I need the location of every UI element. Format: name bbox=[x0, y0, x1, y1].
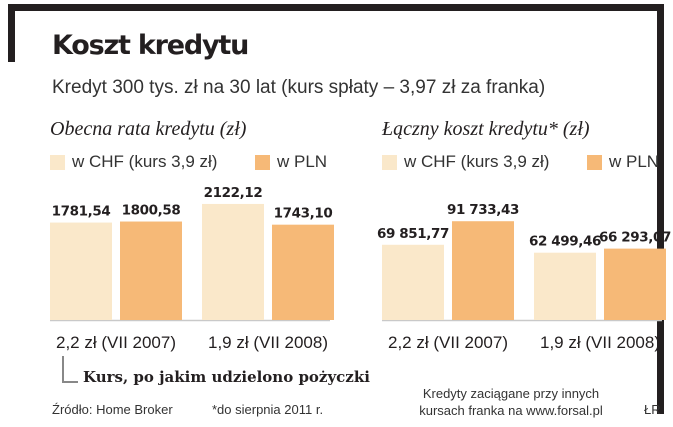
bar-chf-1 bbox=[50, 222, 112, 320]
category-note: Kurs, po jakim udzielono pożyczki bbox=[83, 368, 370, 386]
more-info-note: Kredyty zaciągane przy innych kursach fr… bbox=[396, 385, 626, 419]
legend-item-pln: w PLN bbox=[255, 151, 327, 173]
legend-label-chf: w CHF (kurs 3,9 zł) bbox=[72, 152, 218, 171]
footnote: *do sierpnia 2011 r. bbox=[212, 402, 324, 417]
bar-pln-1 bbox=[120, 221, 182, 320]
chart-plot-area: 69 851,77 91 733,43 2,2 zł (VII 2007) 62 49… bbox=[377, 180, 671, 352]
legend-swatch-chf bbox=[382, 154, 397, 170]
frame-right-rule bbox=[657, 4, 664, 414]
category-label-2: 1,9 zł (VII 2008) bbox=[208, 333, 328, 352]
value-label: 2122,12 bbox=[204, 185, 263, 201]
more-info-line-2: kursach franka na www.forsal.pl bbox=[419, 403, 603, 418]
legend-swatch-pln bbox=[587, 154, 602, 170]
value-label: 91 733,43 bbox=[447, 202, 519, 218]
bar-pln-2 bbox=[272, 224, 334, 320]
more-info-line-1: Kredyty zaciągane przy innych bbox=[422, 386, 600, 401]
bar-pln-1 bbox=[452, 221, 514, 320]
bar-chart-svg: 1781,54 1800,58 2,2 zł (VII 2007) 2122,12 17… bbox=[50, 185, 334, 352]
frame-top-rule bbox=[8, 4, 664, 11]
category-label-2: 1,9 zł (VII 2008) bbox=[540, 333, 660, 352]
value-label: 66 293,07 bbox=[599, 230, 671, 246]
chart-plot-area: 1781,54 1800,58 2,2 zł (VII 2007) 2122,12 17… bbox=[50, 180, 334, 352]
chart-title: Obecna rata kredytu (zł) bbox=[50, 118, 247, 140]
value-label: 1743,10 bbox=[274, 206, 333, 222]
bar-pln-2 bbox=[604, 248, 666, 320]
page-title: Koszt kredytu bbox=[52, 30, 249, 61]
chart-title: Łączny koszt kredytu* (zł) bbox=[382, 118, 590, 140]
source-note: Źródło: Home Broker bbox=[52, 402, 173, 417]
value-label: 62 499,46 bbox=[529, 234, 601, 250]
bar-chf-2 bbox=[202, 203, 264, 320]
author-credit: ŁR bbox=[644, 402, 661, 417]
legend-label-pln: w PLN bbox=[609, 152, 660, 171]
legend-item-pln: w PLN bbox=[587, 151, 659, 173]
bar-chart-svg: 69 851,77 91 733,43 2,2 zł (VII 2007) 62 49… bbox=[377, 202, 671, 352]
value-label: 1800,58 bbox=[122, 203, 181, 219]
bar-chf-2 bbox=[534, 252, 596, 320]
category-label-1: 2,2 zł (VII 2007) bbox=[56, 333, 176, 352]
frame-left-rule bbox=[8, 4, 15, 62]
category-label-1: 2,2 zł (VII 2007) bbox=[388, 333, 508, 352]
value-label: 1781,54 bbox=[52, 204, 111, 220]
chart-total-cost: Łączny koszt kredytu* (zł) w CHF (kurs 3… bbox=[377, 118, 672, 363]
legend-swatch-chf bbox=[50, 154, 65, 170]
legend-label-chf: w CHF (kurs 3,9 zł) bbox=[404, 152, 550, 171]
legend-swatch-pln bbox=[255, 154, 270, 170]
legend-item-chf: w CHF (kurs 3,9 zł) bbox=[382, 151, 549, 173]
bar-chf-1 bbox=[382, 244, 444, 320]
legend-item-chf: w CHF (kurs 3,9 zł) bbox=[50, 151, 217, 173]
legend-label-pln: w PLN bbox=[277, 152, 328, 171]
page-subtitle: Kredyt 300 tys. zł na 30 lat (kurs spłat… bbox=[52, 77, 546, 98]
chart-monthly-installment: Obecna rata kredytu (zł) w CHF (kurs 3,9… bbox=[50, 118, 340, 363]
value-label: 69 851,77 bbox=[377, 226, 449, 242]
category-note-bracket bbox=[62, 356, 78, 383]
